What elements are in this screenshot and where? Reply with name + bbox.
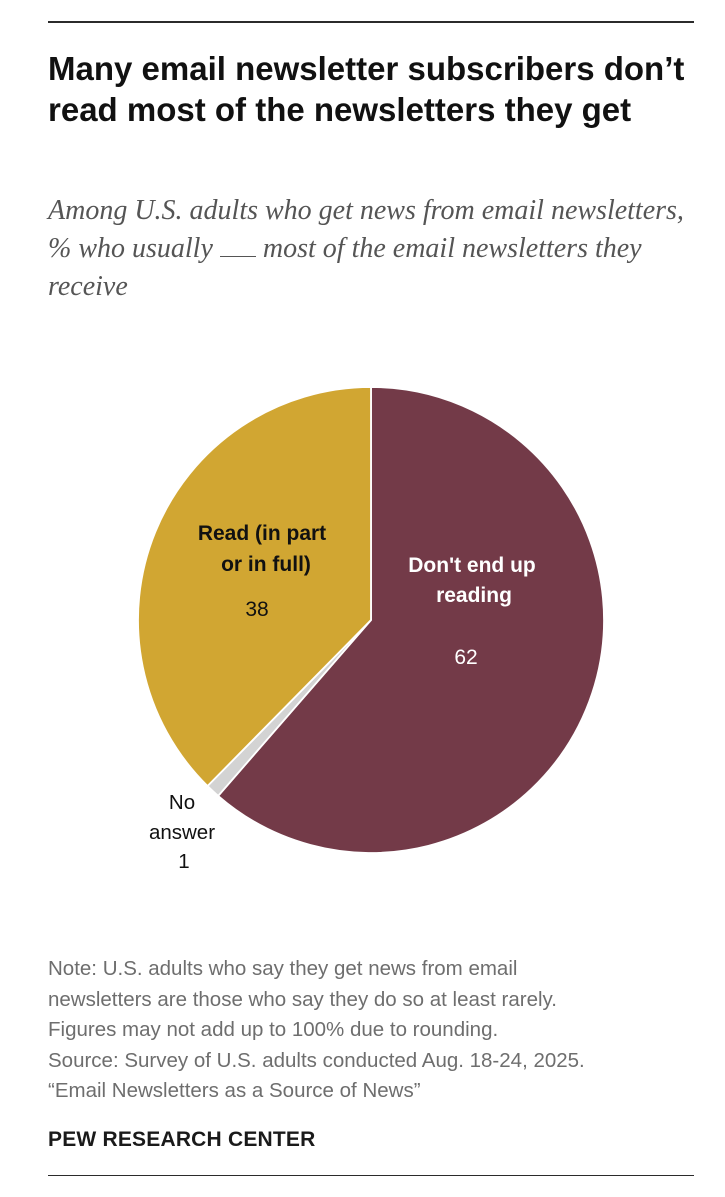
note-line: newsletters are those who say they do so… — [48, 987, 557, 1011]
subtitle-blank — [219, 236, 256, 257]
pie-slice-dont-read — [217, 386, 605, 854]
slice-label-no-answer-line1: No — [169, 791, 195, 814]
notes: Note: U.S. adults who say they get news … — [48, 954, 698, 1107]
slice-label-dont-read-line2: reading — [436, 584, 512, 607]
note-line: Note: U.S. adults who say they get news … — [48, 957, 518, 980]
org-name: PEW RESEARCH CENTER — [48, 1128, 316, 1151]
top-rule — [48, 21, 694, 23]
subtitle-text-after: most of the email newsletters they recei… — [48, 233, 642, 302]
pie-chart: Don't end up reading 62 Read (in part or… — [137, 386, 605, 873]
source-line: Source: Survey of U.S. adults conducted … — [48, 1048, 585, 1072]
note-line: Figures may not add up to 100% due to ro… — [48, 1018, 499, 1041]
chart-subtitle: Among U.S. adults who get news from emai… — [48, 192, 698, 306]
source-line: “Email Newsletters as a Source of News” — [48, 1079, 421, 1102]
pie-slice-read — [137, 386, 372, 787]
slice-value-read: 38 — [245, 598, 268, 621]
subtitle-text-before: Among U.S. adults who get news from emai… — [48, 195, 684, 264]
slice-value-no-answer: 1 — [178, 850, 189, 873]
bottom-rule — [48, 1175, 694, 1176]
slice-label-read-line2: or in full) — [221, 553, 311, 576]
slice-label-dont-read-line1: Don't end up — [408, 554, 535, 577]
pie-slices — [137, 386, 605, 854]
slice-label-no-answer-line2: answer — [149, 821, 215, 844]
chart-title: Many email newsletter subscribers don’t … — [48, 50, 685, 128]
slice-label-read-line1: Read (in part — [198, 522, 326, 545]
slice-value-dont-read: 62 — [454, 646, 477, 669]
